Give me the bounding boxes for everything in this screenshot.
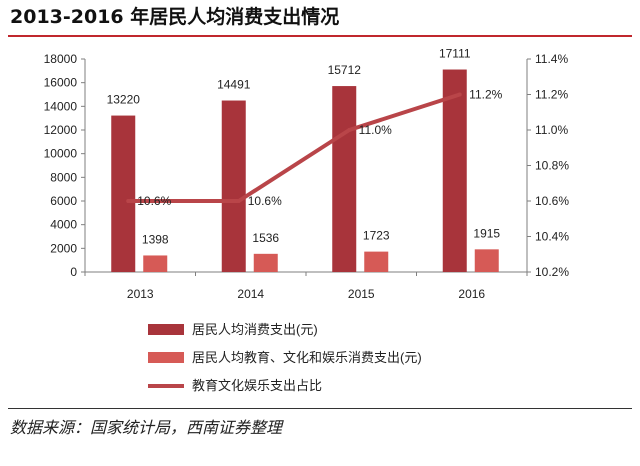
consumption-bar-label: 13220 bbox=[107, 93, 141, 107]
x-axis-tick-label: 2013 bbox=[127, 287, 154, 301]
right-axis-tick-label: 10.8% bbox=[535, 159, 569, 173]
right-axis-tick-label: 10.2% bbox=[535, 265, 569, 279]
consumption-bar bbox=[111, 115, 136, 273]
x-axis-tick-label: 2014 bbox=[237, 287, 264, 301]
title-divider bbox=[8, 35, 632, 37]
source-note: 数据来源：国家统计局，西南证券整理 bbox=[10, 418, 283, 437]
right-axis-tick-label: 10.4% bbox=[535, 230, 569, 244]
consumption-bar-label: 15712 bbox=[328, 63, 362, 77]
page-title: 2013-2016 年居民人均消费支出情况 bbox=[10, 6, 340, 28]
legend-label-ratio: 教育文化娱乐支出占比 bbox=[192, 378, 322, 393]
ratio-point-label: 10.6% bbox=[137, 194, 171, 208]
left-axis-tick-label: 10000 bbox=[44, 147, 78, 161]
ratio-point bbox=[126, 199, 131, 203]
source-divider bbox=[8, 408, 632, 409]
consumption-bar bbox=[221, 100, 246, 272]
education-bar-label: 1915 bbox=[473, 226, 500, 240]
ratio-series-line bbox=[128, 92, 461, 203]
legend-swatch-consumption bbox=[148, 324, 184, 335]
education-bar bbox=[143, 255, 168, 272]
legend-swatch-education bbox=[148, 352, 184, 363]
ratio-point-label: 11.2% bbox=[469, 88, 502, 102]
left-axis-tick-label: 18000 bbox=[44, 52, 78, 66]
left-axis-tick-label: 12000 bbox=[44, 123, 78, 137]
education-bar bbox=[253, 253, 278, 272]
right-axis-tick-label: 11.4% bbox=[535, 52, 568, 66]
ratio-point bbox=[236, 199, 241, 203]
right-axis-tick-label: 10.6% bbox=[535, 194, 569, 208]
ratio-point-label: 10.6% bbox=[248, 194, 282, 208]
left-axis-tick-label: 6000 bbox=[50, 194, 77, 208]
right-axis-tick-label: 11.2% bbox=[535, 88, 568, 102]
x-axis-tick-label: 2015 bbox=[348, 287, 375, 301]
left-axis-tick-label: 2000 bbox=[50, 241, 77, 255]
consumption-bar-label: 17111 bbox=[439, 47, 471, 61]
right-axis-tick-label: 11.0% bbox=[535, 123, 568, 137]
left-axis-tick-label: 8000 bbox=[50, 170, 77, 184]
education-bar-label: 1536 bbox=[252, 231, 279, 245]
consumption-chart: 0 2000 4000 6000 8000 10000 12000 14000 16000 180… bbox=[44, 47, 570, 393]
ratio-point bbox=[457, 92, 462, 97]
left-axis-tick-label: 16000 bbox=[44, 76, 78, 90]
legend-label-consumption: 居民人均消费支出(元) bbox=[192, 322, 318, 337]
ratio-point-label: 11.0% bbox=[359, 123, 392, 137]
x-axis-tick-label: 2016 bbox=[458, 287, 485, 301]
left-axis-tick-label: 0 bbox=[70, 265, 77, 279]
left-axis-tick-label: 4000 bbox=[50, 218, 77, 232]
consumption-bar-label: 14491 bbox=[217, 78, 251, 92]
education-bar-label: 1723 bbox=[363, 229, 390, 243]
left-axis-tick-label: 14000 bbox=[44, 99, 78, 113]
education-bar bbox=[474, 249, 499, 272]
education-bar bbox=[364, 251, 389, 272]
consumption-bar bbox=[442, 69, 467, 272]
education-bar-label: 1398 bbox=[142, 232, 169, 246]
ratio-point bbox=[347, 128, 352, 132]
consumption-bar bbox=[332, 86, 357, 272]
legend-label-education: 居民人均教育、文化和娱乐消费支出(元) bbox=[192, 350, 422, 365]
